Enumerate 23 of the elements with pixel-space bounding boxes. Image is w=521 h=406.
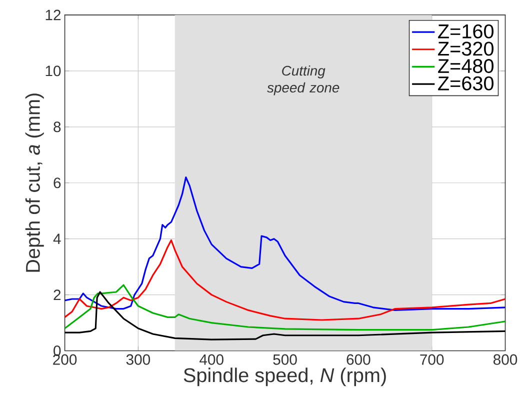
x-tick-label: 400: [200, 354, 224, 366]
x-tick-label: 500: [273, 354, 297, 366]
line-series: [64, 240, 506, 321]
legend-label: Z=630: [438, 76, 494, 91]
legend-label: Z=480: [438, 59, 494, 74]
x-axis-title: Spindle speed, N (rpm): [184, 368, 386, 386]
legend-label: Z=160: [438, 24, 494, 39]
x-tick-label: 600: [346, 354, 370, 366]
x-tick-label: 300: [126, 354, 150, 366]
y-tick-label: 8: [54, 122, 61, 132]
legend-label: Z=320: [438, 42, 494, 56]
band-label: Cutting speed zone: [267, 66, 340, 96]
y-tick-label: 4: [53, 234, 61, 244]
x-tick-label: 700: [420, 354, 444, 366]
y-tick-label: 10: [46, 66, 61, 76]
line-series: [64, 291, 506, 341]
x-tick-label: 200: [53, 354, 77, 366]
y-tick-label: 12: [46, 10, 61, 20]
y-tick-label: 6: [54, 178, 61, 188]
y-tick-label: 2: [54, 290, 61, 300]
y-axis-title: Depth of cut, a (mm): [25, 94, 44, 272]
x-tick-label: 800: [493, 354, 518, 366]
line-series: [64, 284, 506, 331]
